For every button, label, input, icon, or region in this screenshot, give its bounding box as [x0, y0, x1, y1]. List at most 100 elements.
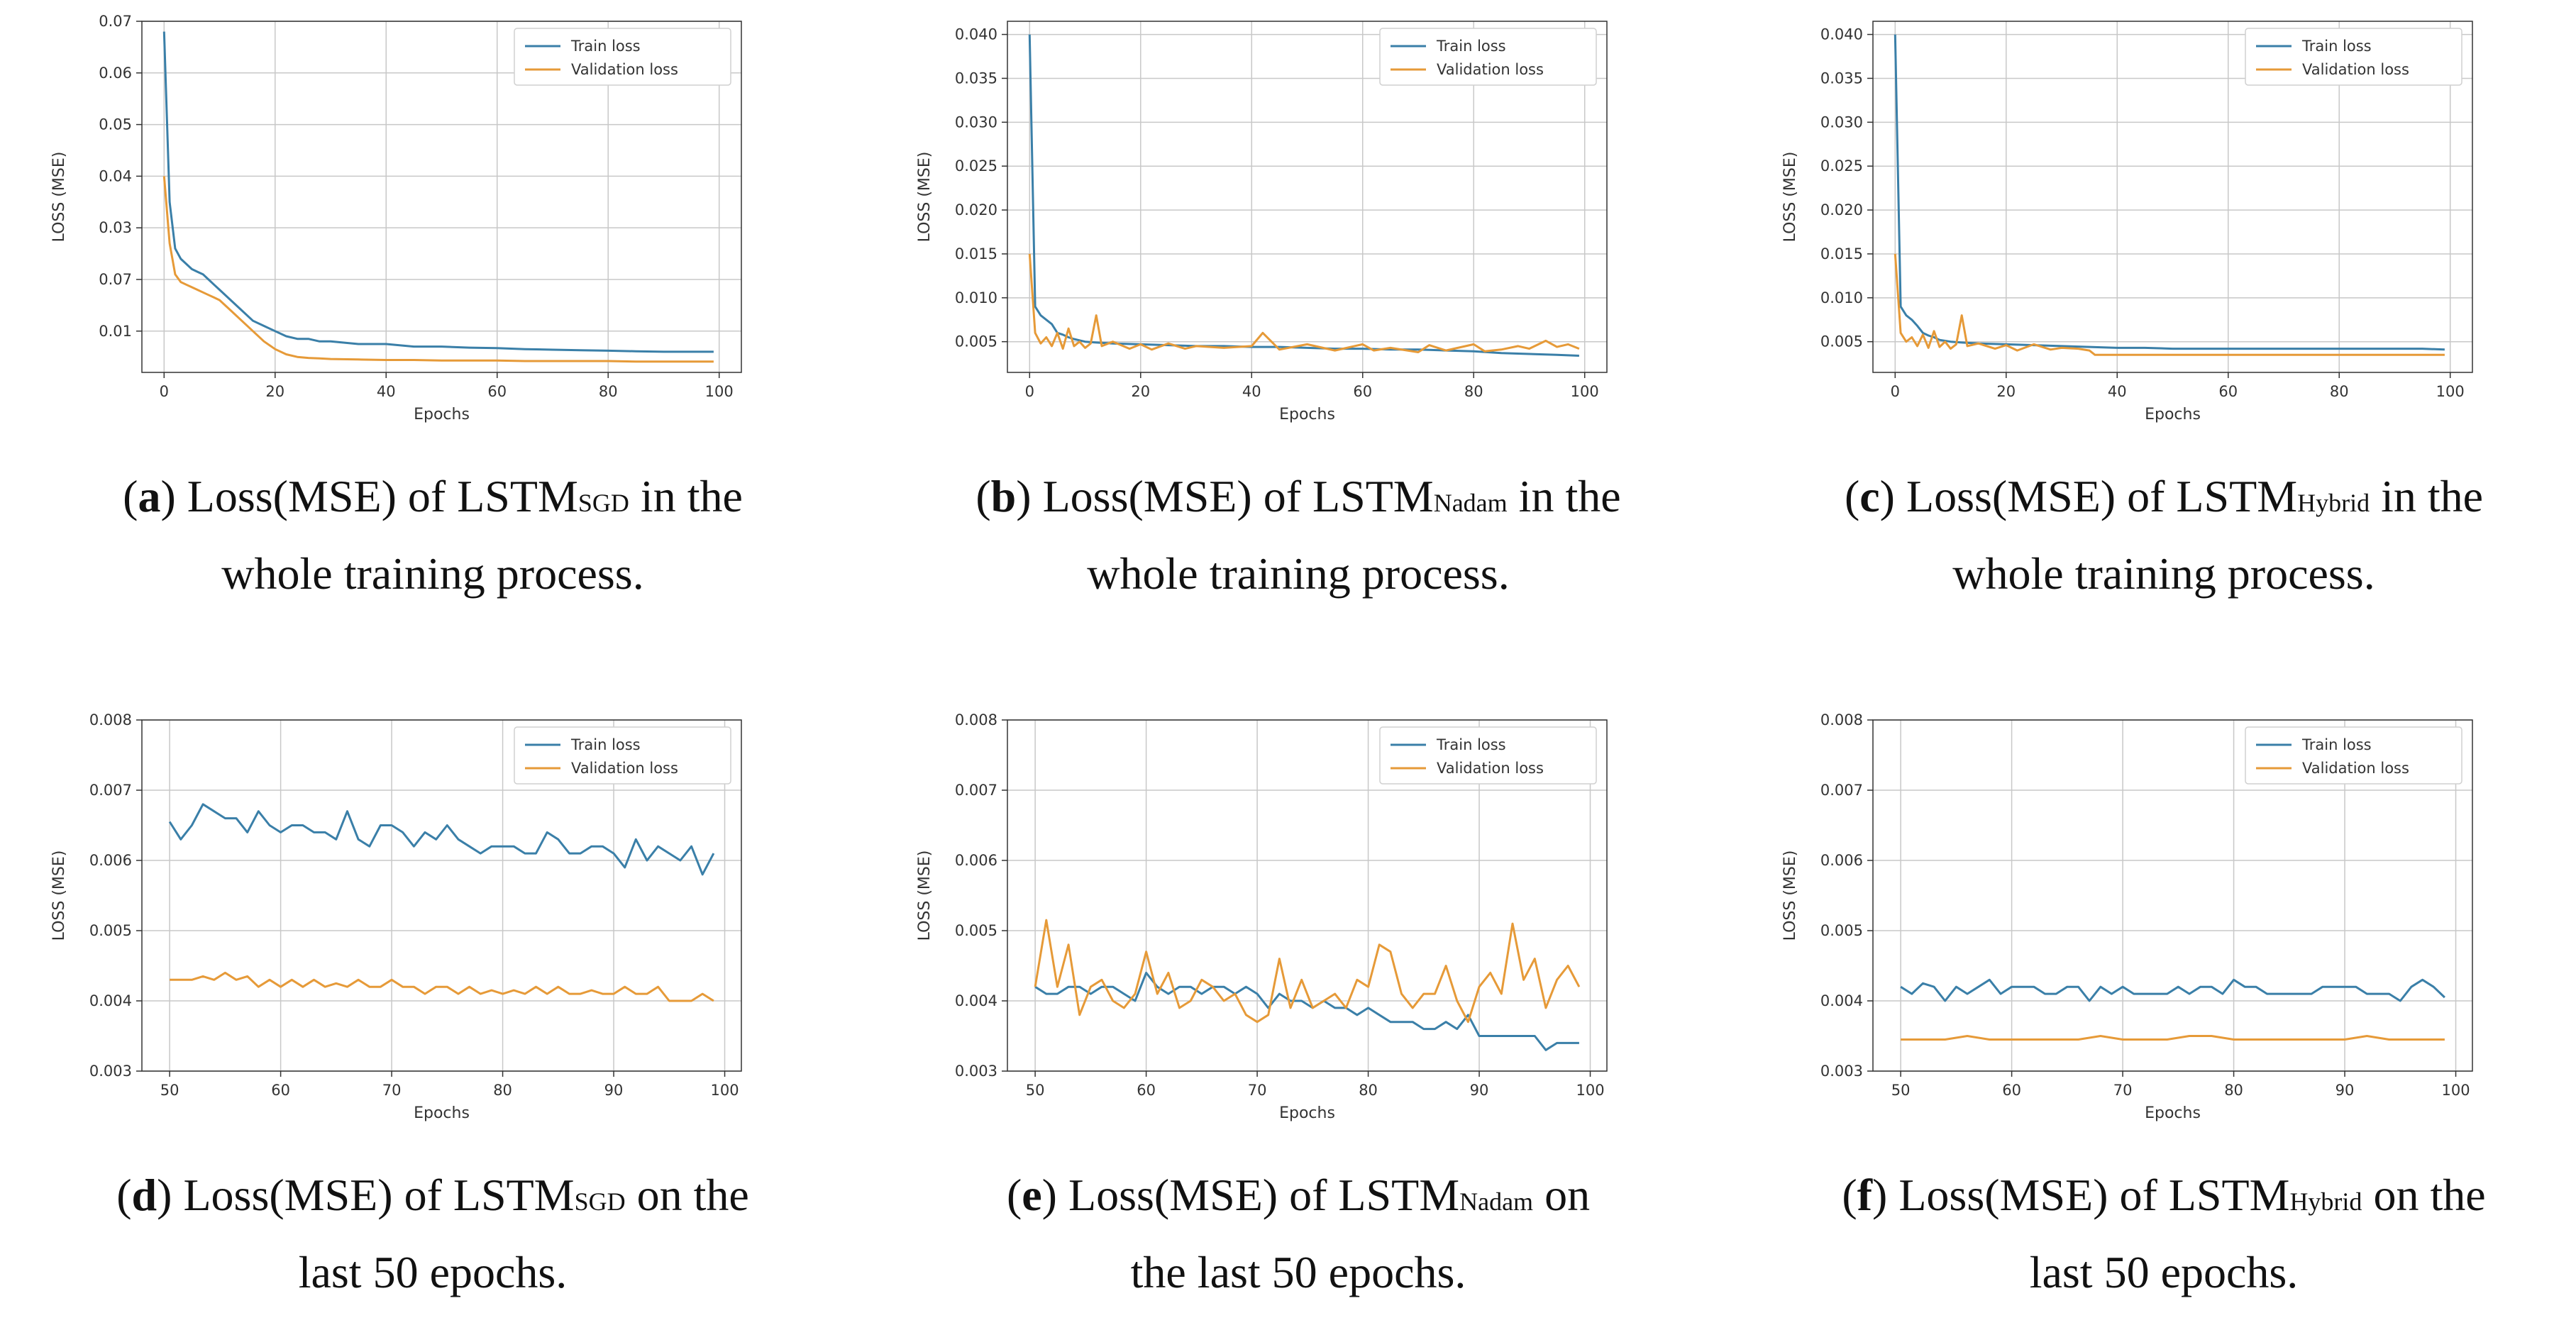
x-tick-label: 80 [1464, 383, 1483, 400]
chart-panel-f: 0.003 0.004 0.005 0.006 0.007 0.008 50 60 70 80 90… [1745, 699, 2576, 1309]
plot-frame [1872, 719, 2473, 1072]
x-tick-label: 80 [1359, 1082, 1378, 1099]
y-tick-label: 0.04 [99, 167, 132, 184]
x-tick-label: 100 [705, 383, 734, 400]
y-tick-label: 0.005 [1820, 333, 1863, 350]
y-tick-label: 0.035 [955, 70, 997, 87]
caption-d: (d) Loss(MSE) of LSTMSGD on the last 50 e… [14, 1160, 851, 1308]
legend-label: Validation loss [571, 760, 678, 777]
plot-frame [1007, 719, 1608, 1072]
caption-line-2: last 50 epochs. [2029, 1247, 2299, 1297]
chart-svg-f: 0.003 0.004 0.005 0.006 0.007 0.008 50 60 70 80 90… [1781, 711, 2473, 1122]
y-tick-label: 0.040 [955, 26, 997, 43]
y-tick-label: 0.006 [89, 852, 132, 869]
y-tick-label: 0.010 [955, 289, 997, 306]
y-tick-label: 0.06 [99, 65, 132, 82]
y-tick-label: 0.010 [1820, 289, 1863, 306]
caption-optimizer: Hybrid [2289, 1187, 2362, 1216]
x-axis-label: Epochs [1279, 406, 1335, 423]
caption-a: (a) Loss(MSE) of LSTMSGD in the whole tra… [14, 461, 851, 609]
y-tick-label: 0.01 [99, 323, 132, 340]
y-tick-label: 0.003 [955, 1063, 997, 1080]
legend-label: Train loss [2301, 736, 2372, 753]
chart-panel-c: 0.005 0.010 0.015 0.020 0.025 0.030 0.035 0.040… [1745, 0, 2576, 610]
plot-frame [1872, 21, 2473, 373]
legend-label: Validation loss [1437, 61, 1544, 78]
legend-label: Train loss [1436, 736, 1506, 753]
x-tick-label: 100 [2436, 383, 2465, 400]
caption-line-1: (d) Loss(MSE) of LSTMSGD on the [116, 1170, 749, 1220]
x-tick-label: 60 [1137, 1082, 1156, 1099]
x-tick-label: 60 [2002, 1082, 2021, 1099]
x-tick-label: 100 [710, 1082, 739, 1099]
x-tick-label: 60 [2218, 383, 2238, 400]
x-tick-label: 40 [377, 383, 396, 400]
y-axis-label: LOSS (MSE) [1781, 850, 1799, 941]
caption-letter: a [138, 471, 161, 521]
caption-letter: d [131, 1170, 157, 1220]
y-tick-label: 0.005 [955, 922, 997, 939]
legend: Train loss Validation loss [2245, 28, 2462, 86]
x-tick-label: 90 [1470, 1082, 1489, 1099]
validation-loss-line [162, 176, 714, 363]
validation-loss-line [1901, 1035, 2445, 1041]
y-tick-label: 0.007 [89, 782, 132, 799]
legend-label: Validation loss [1437, 760, 1544, 777]
legend: Train loss Validation loss [514, 28, 731, 86]
x-axis-label: Epochs [414, 1104, 470, 1122]
x-tick-label: 50 [1891, 1082, 1911, 1099]
y-tick-label: 0.07 [99, 13, 132, 30]
y-tick-label: 0.004 [955, 992, 997, 1009]
caption-letter: e [1022, 1170, 1042, 1220]
chart-panel-d: 0.003 0.004 0.005 0.006 0.007 0.008 50 60 70 80 90… [14, 699, 851, 1309]
legend: Train loss Validation loss [2245, 726, 2462, 785]
legend-box [1379, 726, 1597, 785]
caption-line-1: (c) Loss(MSE) of LSTMHybrid in the [1844, 471, 2484, 521]
legend: Train loss Validation loss [514, 726, 731, 785]
legend-box [2245, 28, 2462, 86]
legend-box [2245, 726, 2462, 785]
x-tick-label: 80 [2224, 1082, 2243, 1099]
x-axis-label: Epochs [2145, 1104, 2201, 1122]
legend-label: Train loss [570, 38, 641, 55]
x-axis-label: Epochs [2145, 406, 2201, 423]
x-tick-label: 50 [160, 1082, 179, 1099]
plot-frame [141, 719, 742, 1072]
x-tick-label: 20 [265, 383, 284, 400]
x-tick-label: 100 [2441, 1082, 2470, 1099]
x-axis-label: Epochs [414, 406, 470, 423]
y-tick-label: 0.008 [1820, 711, 1863, 728]
x-tick-label: 50 [1026, 1082, 1045, 1099]
caption-optimizer: Hybrid [2297, 489, 2370, 517]
caption-line-1: (e) Loss(MSE) of LSTMNadam on [1006, 1170, 1591, 1220]
chart-svg-d: 0.003 0.004 0.005 0.006 0.007 0.008 50 60 70 80 90… [50, 711, 742, 1122]
caption-letter: b [990, 471, 1017, 521]
caption-line-2: the last 50 epochs. [1130, 1247, 1466, 1297]
x-tick-label: 0 [160, 383, 169, 400]
x-tick-label: 80 [2330, 383, 2349, 400]
x-tick-label: 90 [2335, 1082, 2355, 1099]
legend-box [1379, 28, 1597, 86]
train-loss-line [1034, 971, 1579, 1051]
y-tick-label: 0.004 [1820, 992, 1863, 1009]
legend-label: Train loss [1436, 38, 1506, 55]
caption-line-2: whole training process. [1087, 548, 1510, 599]
x-tick-label: 60 [487, 383, 507, 400]
legend-label: Validation loss [571, 61, 678, 78]
y-axis-label: LOSS (MSE) [1781, 152, 1799, 243]
caption-b: (b) Loss(MSE) of LSTMNadam in the whole t… [880, 461, 1717, 609]
y-axis-label: LOSS (MSE) [916, 152, 934, 243]
y-tick-label: 0.003 [89, 1063, 132, 1080]
chart-svg-a: 0.01 0.07 0.03 0.04 0.05 0.06 0.07 0 20 40 60 80 100… [50, 13, 742, 423]
chart-svg-b: 0.005 0.010 0.015 0.020 0.025 0.030 0.035 0.040… [916, 21, 1608, 423]
caption-letter: f [1857, 1170, 1872, 1220]
legend-label: Validation loss [2302, 760, 2409, 777]
y-tick-label: 0.004 [89, 992, 132, 1009]
train-loss-line [162, 31, 714, 353]
y-tick-label: 0.005 [89, 922, 132, 939]
caption-line-2: last 50 epochs. [298, 1247, 568, 1297]
legend-label: Validation loss [2302, 61, 2409, 78]
x-tick-label: 70 [1248, 1082, 1267, 1099]
caption-optimizer: Nadam [1459, 1187, 1534, 1216]
plot-frame [141, 21, 742, 373]
